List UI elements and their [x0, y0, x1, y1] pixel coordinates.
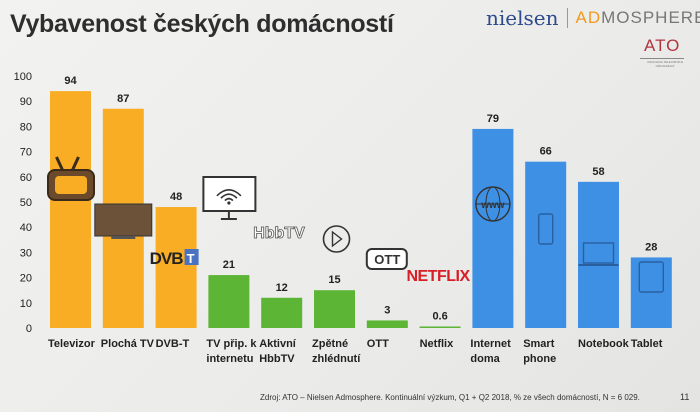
dvbt-logo: DVB	[150, 249, 184, 268]
bar-value-label: 15	[328, 274, 340, 286]
bar	[314, 290, 355, 328]
y-tick-label: 70	[20, 147, 32, 159]
category-label: internetu	[206, 353, 253, 365]
bar	[472, 128, 514, 328]
category-label: TV přip. k	[206, 338, 257, 350]
bar-value-label: 94	[64, 75, 77, 87]
logos: nielsen ADMOSPHERE	[486, 6, 700, 30]
y-tick-label: 90	[20, 96, 32, 108]
replay-icon	[322, 225, 351, 253]
laptop-icon	[582, 242, 615, 264]
category-label: Plochá TV	[101, 338, 155, 350]
globe-www-text: www	[480, 200, 505, 211]
bar	[419, 326, 461, 328]
category-label: doma	[470, 353, 500, 365]
bar-value-label: 12	[276, 282, 288, 294]
y-tick-label: 30	[20, 247, 32, 259]
tv-antenna	[71, 156, 80, 171]
bar	[208, 275, 250, 328]
ott-logo-box	[365, 248, 408, 270]
flat-tv-icon	[94, 203, 153, 237]
play-triangle	[331, 230, 343, 248]
category-label: DVB-T	[156, 338, 190, 350]
category-label: zhlédnutí	[312, 353, 361, 365]
bar	[525, 161, 567, 328]
bar	[366, 320, 408, 328]
category-label: Smart	[523, 338, 555, 350]
wifi-arc	[224, 197, 234, 202]
ato-logo: ATO	[640, 36, 685, 59]
bar-value-label: 87	[117, 93, 129, 105]
dvbt-logo-box	[184, 249, 199, 265]
category-label: Netflix	[420, 338, 455, 350]
bar-value-label: 28	[645, 241, 657, 253]
y-tick-label: 0	[26, 323, 32, 335]
bar-value-label: 79	[487, 113, 499, 125]
tablet-icon	[638, 261, 664, 293]
category-label: Internet	[470, 338, 511, 350]
y-tick-label: 10	[20, 298, 32, 310]
bar	[578, 181, 619, 328]
wifi-arc	[216, 189, 242, 197]
category-label: Tablet	[631, 338, 663, 350]
netflix-logo: NETFLIX	[407, 268, 471, 285]
category-label: Aktivní	[259, 338, 297, 350]
flat-tv-stand	[111, 236, 136, 239]
bar-value-label: 21	[223, 259, 235, 271]
y-tick-label: 80	[20, 121, 32, 133]
ott-logo: OTT	[374, 252, 400, 267]
tv-screen	[55, 176, 87, 194]
smartphone-icon	[538, 213, 554, 245]
hbbtv-logo: HbbTV	[253, 225, 305, 242]
bar	[261, 297, 303, 328]
logo-divider	[566, 8, 568, 28]
dvbt-logo-t: T	[187, 251, 195, 266]
category-label: OTT	[367, 338, 389, 350]
bar	[50, 91, 91, 329]
bar-value-label: 0.6	[432, 310, 447, 322]
y-tick-label: 50	[20, 197, 32, 209]
category-label: HbbTV	[259, 353, 295, 365]
y-tick-label: 60	[20, 172, 32, 184]
category-label: Zpětné	[312, 338, 348, 350]
category-label: Televizor	[48, 338, 96, 350]
y-tick-label: 40	[20, 222, 32, 234]
ato-logo-subtitle: ASOCIACE TELEVIZNÍCH ORGANIZACÍ	[647, 60, 683, 68]
y-tick-label: 20	[20, 273, 32, 285]
wifi-arc	[220, 193, 238, 199]
bar-value-label: 58	[592, 166, 604, 178]
y-tick-label: 100	[14, 71, 32, 83]
page-number: 11	[680, 392, 690, 402]
bar	[155, 207, 197, 328]
bar-value-label: 48	[170, 191, 182, 203]
bar-value-label: 66	[540, 146, 552, 158]
category-label: phone	[523, 353, 556, 365]
page-title: Vybavenost českých domácností	[10, 10, 394, 38]
tv-antenna	[55, 156, 64, 171]
bar	[630, 257, 672, 328]
category-label: Notebook	[578, 338, 630, 350]
admosphere-logo: ADMOSPHERE	[575, 8, 700, 27]
source-footnote: Zdroj: ATO – Nielsen Admosphere. Kontinu…	[260, 393, 640, 402]
nielsen-logo: nielsen	[486, 6, 559, 30]
bar-value-label: 3	[384, 304, 390, 316]
wifi-dot	[227, 201, 231, 205]
